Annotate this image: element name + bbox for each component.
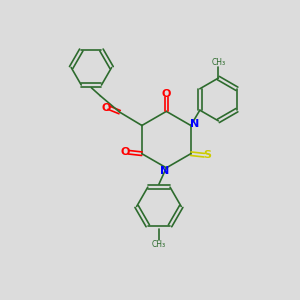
Text: N: N	[160, 167, 170, 176]
Text: O: O	[162, 88, 171, 98]
Text: N: N	[190, 119, 199, 129]
Text: CH₃: CH₃	[211, 58, 225, 67]
Text: O: O	[121, 147, 130, 157]
Text: CH₃: CH₃	[152, 240, 166, 249]
Text: S: S	[203, 150, 211, 160]
Text: O: O	[101, 103, 111, 112]
